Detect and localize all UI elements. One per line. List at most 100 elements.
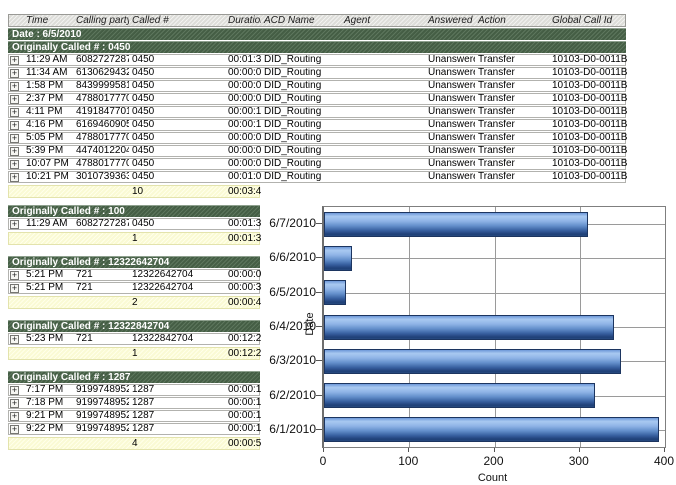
cell-calling-party: 4191847701 bbox=[76, 107, 129, 117]
expand-icon[interactable]: + bbox=[10, 94, 19, 104]
expand-icon[interactable]: + bbox=[10, 270, 19, 280]
cell-answered: Unanswered bbox=[428, 133, 475, 143]
expand-icon[interactable]: + bbox=[10, 172, 19, 182]
date-band: Date : 6/5/2010 bbox=[8, 28, 626, 40]
expand-icon[interactable]: + bbox=[10, 283, 19, 293]
x-axis-tick bbox=[408, 448, 410, 452]
expand-icon[interactable]: + bbox=[10, 55, 19, 65]
category-label: 6/2/2010 bbox=[269, 388, 316, 402]
group-12322642704: Originally Called # : 12322642704 +5:21 P… bbox=[8, 256, 264, 309]
y-axis-tick bbox=[316, 429, 322, 430]
cell-global-call-id: 10103-D0-0011B-768 bbox=[552, 55, 627, 65]
cell-called: 0450 bbox=[132, 68, 155, 78]
expand-icon[interactable]: + bbox=[10, 411, 19, 421]
cell-calling-party: 4788017770 bbox=[76, 94, 129, 104]
column-header-global-call-id: Global Call Id bbox=[552, 15, 613, 26]
group-100: Originally Called # : 100 +11:29 AM 608272… bbox=[8, 205, 264, 245]
cell-calling-party: 3010739363 bbox=[76, 172, 129, 182]
chart-bar-6-1-2010 bbox=[324, 417, 659, 442]
expand-icon[interactable]: + bbox=[10, 133, 19, 143]
expand-cell: + bbox=[9, 55, 23, 65]
cell-time: 9:21 PM bbox=[26, 411, 64, 421]
cell-duration: 00:00:13 bbox=[228, 385, 261, 395]
cell-time: 4:16 PM bbox=[26, 120, 64, 130]
cell-time: 11:29 AM bbox=[26, 55, 68, 65]
cell-called: 0450 bbox=[132, 107, 155, 117]
expand-icon[interactable]: + bbox=[10, 159, 19, 169]
cell-calling-party: 4788017770 bbox=[76, 159, 129, 169]
cell-calling-party: 6169460905 bbox=[76, 120, 129, 130]
cell-calling-party: 6082727287 bbox=[76, 55, 129, 65]
cell-agent bbox=[341, 94, 425, 104]
y-axis-tick bbox=[316, 292, 322, 293]
cell-calling-party: 8439999581 bbox=[76, 81, 129, 91]
cell-global-call-id: 10103-D0-0011B-778 bbox=[552, 146, 627, 156]
cell-called: 0450 bbox=[132, 120, 155, 130]
cell-acd-name: DID_Routing bbox=[264, 159, 322, 169]
cell-called: 12322842704 bbox=[132, 334, 194, 344]
column-header-called: Called # bbox=[132, 15, 169, 26]
cell-duration: 00:00:09 bbox=[228, 68, 261, 78]
expand-icon[interactable]: + bbox=[10, 120, 19, 130]
cell-duration: 00:00:12 bbox=[228, 398, 261, 408]
group-summary-row: 4 00:00:50 bbox=[8, 437, 261, 450]
cell-global-call-id: 10103-D0-0011B-77E bbox=[552, 159, 627, 169]
x-axis-tick-label: 300 bbox=[568, 454, 589, 468]
column-header-agent: Agent bbox=[344, 15, 371, 26]
y-axis-tick bbox=[316, 257, 322, 258]
cell-answered: Unanswered bbox=[428, 159, 475, 169]
cell-answered: Unanswered bbox=[428, 94, 475, 104]
summary-total-duration: 00:03:40 bbox=[228, 186, 261, 197]
cell-time: 5:21 PM bbox=[26, 283, 64, 293]
group-header-band-0450: Originally Called # : 0450 bbox=[8, 41, 626, 53]
cell-acd-name: DID_Routing bbox=[264, 172, 322, 182]
cell-called: 0450 bbox=[132, 159, 155, 169]
cell-acd-name: DID_Routing bbox=[264, 133, 322, 143]
cell-answered: Unanswered bbox=[428, 55, 475, 65]
cell-duration: 00:00:06 bbox=[228, 159, 261, 169]
cell-action: Transfer bbox=[478, 172, 515, 182]
cell-called: 1287 bbox=[132, 411, 155, 421]
cell-duration: 00:00:07 bbox=[228, 94, 261, 104]
cell-called: 12322642704 bbox=[132, 270, 194, 280]
cell-action: Transfer bbox=[478, 146, 515, 156]
expand-icon[interactable]: + bbox=[10, 398, 19, 408]
expand-icon[interactable]: + bbox=[10, 146, 19, 156]
summary-spacer bbox=[73, 348, 129, 359]
summary-spacer bbox=[73, 297, 129, 308]
summary-call-count: 10 bbox=[132, 186, 144, 197]
cell-action: Transfer bbox=[478, 107, 515, 117]
cell-global-call-id: 10103-D0-0011B-76F bbox=[552, 68, 627, 78]
category-label: 6/1/2010 bbox=[269, 422, 316, 436]
cell-action: Transfer bbox=[478, 68, 515, 78]
cell-called: 0450 bbox=[132, 172, 155, 182]
column-header-calling-party: Calling party # bbox=[76, 15, 129, 26]
column-header-answered: Answered bbox=[428, 15, 473, 26]
group-summary-row: 1 00:01:35 bbox=[8, 232, 261, 245]
summary-call-count: 4 bbox=[132, 438, 138, 449]
category-label: 6/3/2010 bbox=[269, 353, 316, 367]
summary-spacer bbox=[23, 297, 73, 308]
expand-icon[interactable]: + bbox=[10, 424, 19, 434]
expand-icon[interactable]: + bbox=[10, 81, 19, 91]
expand-icon[interactable]: + bbox=[10, 107, 19, 117]
cell-answered: Unanswered bbox=[428, 81, 475, 91]
cell-called: 0450 bbox=[132, 81, 155, 91]
cell-acd-name: DID_Routing bbox=[264, 107, 322, 117]
expand-cell: + bbox=[9, 107, 23, 117]
summary-total-duration: 00:00:43 bbox=[228, 297, 261, 308]
expand-icon[interactable]: + bbox=[10, 219, 19, 229]
group-header-band-100: Originally Called # : 100 bbox=[8, 205, 260, 217]
expand-icon[interactable]: + bbox=[10, 334, 19, 344]
cell-called: 0450 bbox=[132, 55, 155, 65]
category-label: 6/6/2010 bbox=[269, 250, 316, 264]
cell-agent bbox=[341, 55, 425, 65]
cell-answered: Unanswered bbox=[428, 172, 475, 182]
expand-icon[interactable]: + bbox=[10, 385, 19, 395]
expand-icon[interactable]: + bbox=[10, 68, 19, 78]
